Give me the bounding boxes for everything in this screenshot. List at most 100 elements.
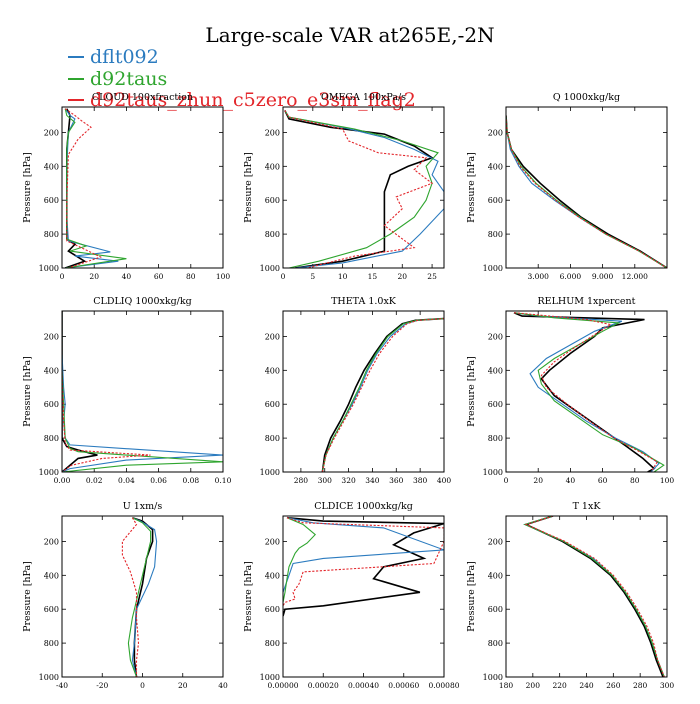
x-tick-label: 0.00 — [54, 476, 71, 485]
series-line-d92taus — [513, 312, 665, 472]
legend-label-d92taus: d92taus — [90, 68, 167, 90]
x-tick-label: 0.02 — [86, 476, 103, 485]
y-tick-label: 600 — [265, 400, 280, 409]
y-tick-label: 200 — [265, 332, 280, 341]
series-line-control — [321, 317, 444, 472]
x-tick-label: 60 — [154, 272, 164, 281]
y-tick-label: 600 — [488, 605, 503, 614]
y-axis-label: Pressure [hPa] — [22, 152, 33, 223]
x-tick-label: 320 — [341, 476, 356, 485]
panel-title: U 1xm/s — [123, 501, 163, 512]
x-tick-label: 380 — [413, 476, 428, 485]
legend: dflt092 d92taus d92taus_zhun_c5zero_e3sm… — [68, 46, 416, 111]
x-tick-label: 60 — [598, 476, 608, 485]
y-tick-label: 400 — [265, 571, 280, 580]
y-tick-label: 1000 — [39, 673, 59, 682]
y-axis-label: Pressure [hPa] — [22, 356, 33, 427]
y-tick-label: 1000 — [260, 468, 280, 477]
x-tick-label: 3.000 — [527, 272, 549, 281]
series-line-d92taus-zhun-c5zero-e3sm-flag2 — [121, 517, 140, 677]
y-tick-label: 600 — [488, 400, 503, 409]
x-tick-label: 340 — [365, 476, 380, 485]
x-tick-label: 20 — [533, 476, 543, 485]
y-tick-label: 600 — [44, 196, 59, 205]
panel-title: THETA 1.0xK — [331, 296, 397, 307]
y-tick-label: 800 — [488, 434, 503, 443]
y-tick-label: 600 — [265, 196, 280, 205]
y-tick-label: 200 — [488, 128, 503, 137]
panel-4: CLDLIQ 1000xkg/kg Pressure [hPa] 200 400 600… — [22, 296, 232, 485]
series-line-d92taus — [321, 318, 444, 472]
x-tick-label: 300 — [318, 476, 333, 485]
series-line-control — [523, 516, 664, 677]
y-tick-label: 200 — [44, 537, 59, 546]
y-tick-label: 1000 — [260, 264, 280, 273]
x-tick-label: 20 — [89, 272, 99, 281]
x-tick-label: 0 — [140, 681, 145, 690]
x-tick-label: 15 — [368, 272, 378, 281]
x-tick-label: 0.08 — [182, 476, 199, 485]
y-tick-label: 200 — [44, 332, 59, 341]
x-tick-label: 5 — [310, 272, 315, 281]
legend-label-d92taus-zhun: d92taus_zhun_c5zero_e3sm_flag2 — [90, 89, 416, 111]
y-tick-label: 400 — [488, 162, 503, 171]
panel-frame — [505, 310, 668, 473]
y-tick-label: 800 — [44, 639, 59, 648]
x-tick-label: 0.00020 — [308, 681, 339, 690]
y-tick-label: 200 — [265, 537, 280, 546]
panel-frame — [282, 515, 445, 678]
panel-frame — [61, 310, 224, 473]
y-tick-label: 800 — [265, 434, 280, 443]
x-tick-label: -40 — [56, 681, 68, 690]
y-tick-label: 200 — [488, 332, 503, 341]
series-line-control — [513, 311, 656, 472]
y-tick-label: 800 — [488, 639, 503, 648]
series-line-d92taus-zhun-c5zero-e3sm-flag2 — [284, 110, 434, 268]
y-tick-label: 1000 — [483, 264, 503, 273]
x-tick-label: 9.000 — [592, 272, 614, 281]
series-line-d92taus — [523, 516, 665, 677]
y-tick-label: 400 — [488, 571, 503, 580]
y-tick-label: 800 — [265, 639, 280, 648]
x-tick-label: 200 — [526, 681, 541, 690]
series-line-d92taus — [127, 517, 152, 677]
y-tick-label: 600 — [488, 196, 503, 205]
series-line-control — [283, 516, 444, 617]
panel-title: RELHUM 1xpercent — [538, 296, 636, 307]
x-tick-label: 0.00000 — [267, 681, 298, 690]
x-tick-label: 0.00040 — [348, 681, 379, 690]
x-tick-label: -20 — [96, 681, 108, 690]
panel-8: CLDICE 1000xkg/kg Pressure [hPa] 200 400 600… — [243, 501, 460, 690]
x-tick-label: 6.000 — [560, 272, 582, 281]
x-tick-label: 360 — [389, 476, 404, 485]
x-tick-label: 100 — [660, 476, 675, 485]
y-tick-label: 400 — [44, 366, 59, 375]
series-line-d92taus-zhun-c5zero-e3sm-flag2 — [283, 517, 444, 607]
x-tick-label: 0 — [281, 272, 286, 281]
x-tick-label: 220 — [553, 681, 568, 690]
x-tick-label: 100 — [216, 272, 231, 281]
x-tick-label: 0 — [504, 476, 509, 485]
series-line-d92taus — [506, 115, 667, 268]
y-tick-label: 800 — [265, 230, 280, 239]
series-line-d92taus — [283, 517, 317, 603]
x-tick-label: 40 — [566, 476, 576, 485]
x-tick-label: 180 — [499, 681, 514, 690]
y-axis-label: Pressure [hPa] — [466, 561, 477, 632]
x-tick-label: 0.06 — [150, 476, 167, 485]
y-tick-label: 400 — [488, 366, 503, 375]
panel-title: CLDICE 1000xkg/kg — [314, 501, 413, 512]
series-line-dflt092 — [506, 115, 667, 268]
panel-title: CLDLIQ 1000xkg/kg — [93, 296, 191, 307]
x-tick-label: 300 — [660, 681, 675, 690]
y-axis-label: Pressure [hPa] — [466, 152, 477, 223]
y-tick-label: 200 — [44, 128, 59, 137]
x-tick-label: 260 — [606, 681, 621, 690]
